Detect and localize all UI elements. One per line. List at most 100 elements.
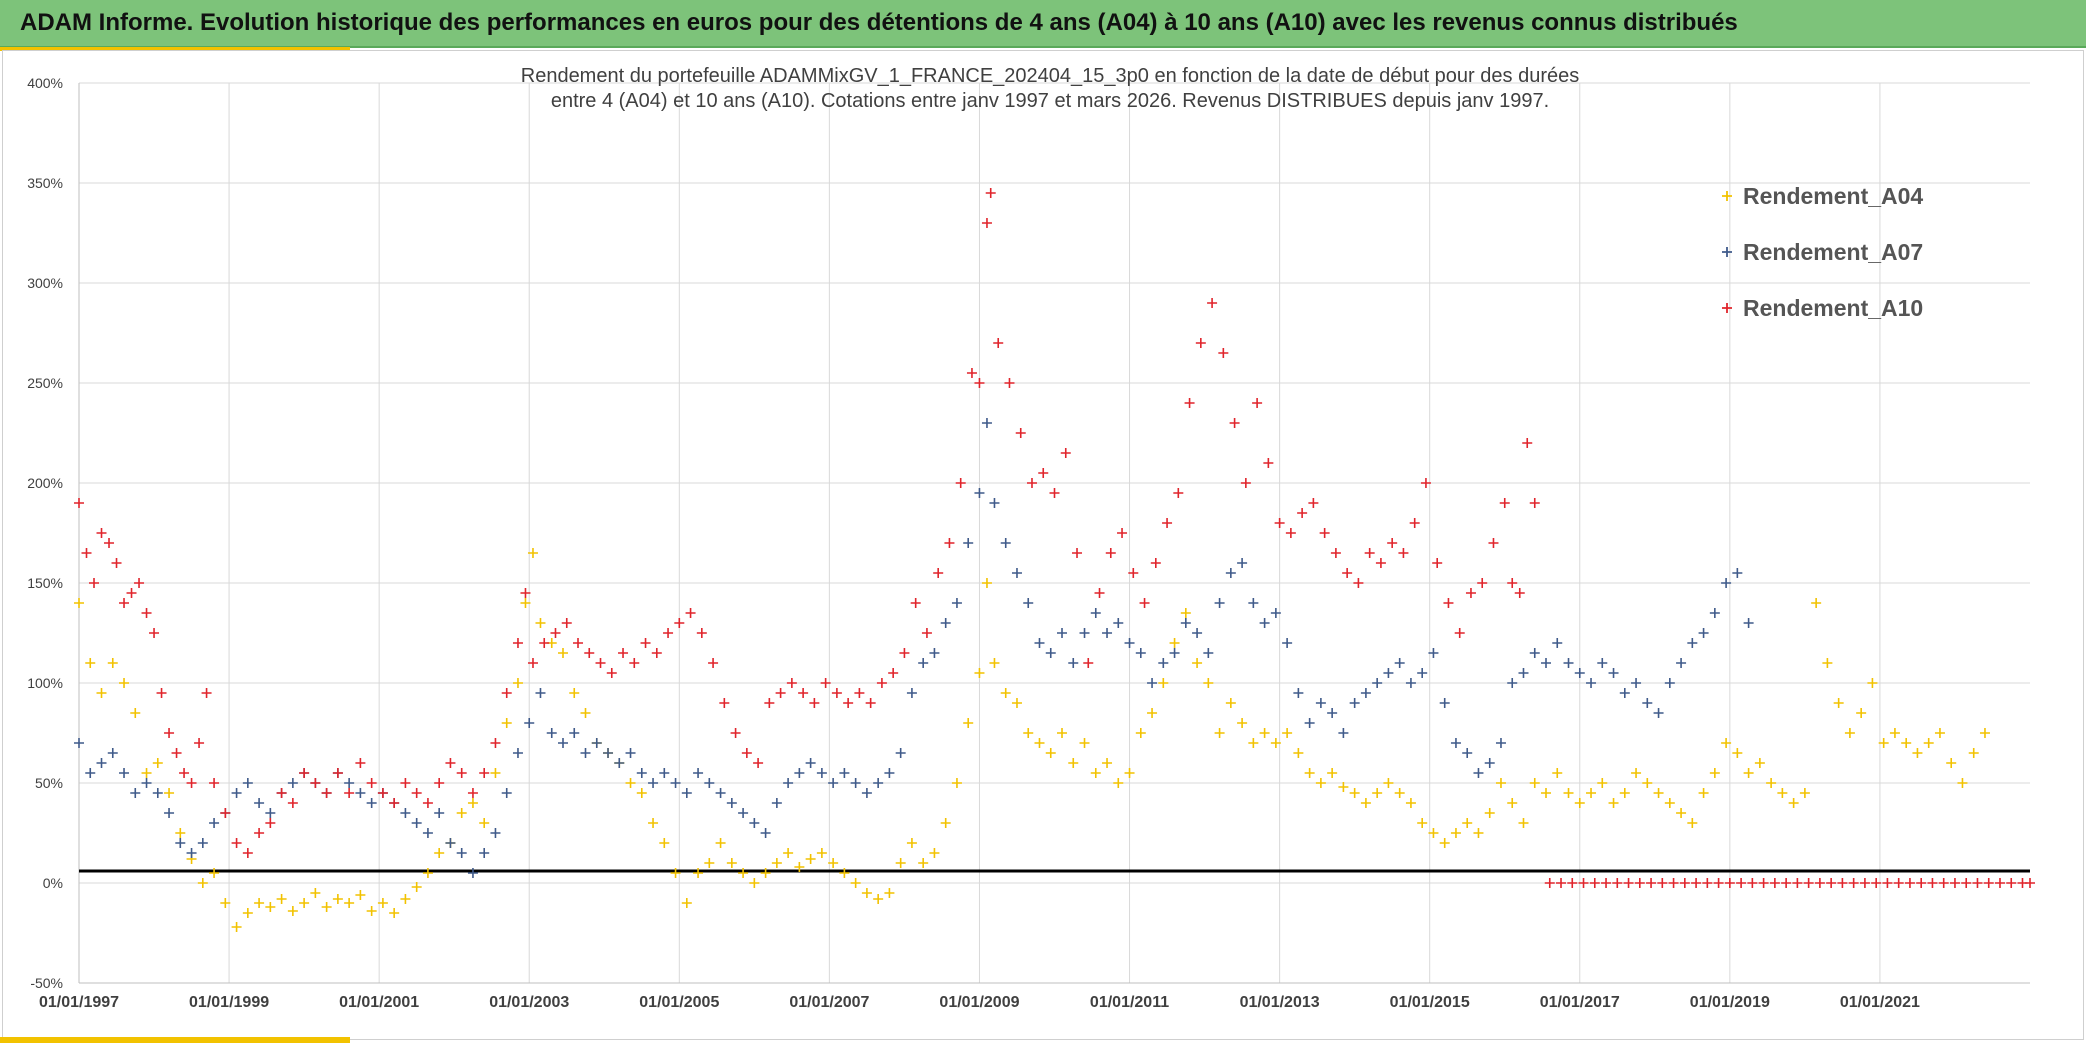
data-point xyxy=(557,648,568,658)
data-point xyxy=(1102,628,1113,638)
data-point xyxy=(1927,878,1938,888)
data-point xyxy=(520,588,531,598)
data-point xyxy=(1203,648,1214,658)
data-point xyxy=(1282,728,1293,738)
data-point xyxy=(783,848,794,858)
data-point xyxy=(377,788,388,798)
data-point xyxy=(1522,438,1533,448)
data-point xyxy=(764,698,775,708)
data-point xyxy=(850,878,861,888)
data-point xyxy=(839,868,850,878)
data-point xyxy=(1229,418,1240,428)
data-point xyxy=(74,498,84,508)
data-point xyxy=(1687,818,1698,828)
data-point xyxy=(1432,558,1443,568)
data-point xyxy=(74,738,84,748)
data-point xyxy=(1450,738,1461,748)
data-point xyxy=(1743,768,1754,778)
accent-stripe-bottom xyxy=(0,1037,350,1043)
data-point xyxy=(906,838,917,848)
data-point xyxy=(805,758,816,768)
data-point xyxy=(156,688,167,698)
data-point xyxy=(1676,658,1687,668)
data-point xyxy=(1946,758,1957,768)
data-point xyxy=(1586,788,1597,798)
data-point xyxy=(550,628,561,638)
data-point xyxy=(501,688,512,698)
data-point xyxy=(1405,798,1416,808)
data-point xyxy=(254,828,265,838)
data-point xyxy=(400,808,411,818)
data-point xyxy=(873,778,884,788)
data-point xyxy=(389,798,400,808)
data-point xyxy=(355,890,366,900)
data-point xyxy=(1207,298,1218,308)
data-point xyxy=(201,688,212,698)
data-point xyxy=(648,818,659,828)
data-point xyxy=(1811,598,1822,608)
data-point xyxy=(899,648,910,658)
data-point xyxy=(1158,658,1169,668)
data-point xyxy=(527,548,538,558)
data-point xyxy=(760,868,771,878)
data-point xyxy=(1529,648,1540,658)
data-point xyxy=(625,778,636,788)
data-point xyxy=(1507,798,1518,808)
data-point xyxy=(1495,738,1506,748)
data-point xyxy=(1949,878,1960,888)
data-point xyxy=(989,498,1000,508)
data-point xyxy=(798,688,809,698)
y-tick-label: 200% xyxy=(27,475,63,491)
data-point xyxy=(1372,788,1383,798)
data-point xyxy=(1462,818,1473,828)
data-point xyxy=(1631,768,1642,778)
data-point xyxy=(636,788,647,798)
data-point xyxy=(873,894,884,904)
data-point xyxy=(1375,558,1386,568)
data-point xyxy=(715,788,726,798)
data-point xyxy=(749,878,760,888)
data-point xyxy=(614,758,625,768)
data-point xyxy=(209,868,220,878)
data-point xyxy=(85,658,96,668)
data-point xyxy=(861,788,872,798)
data-point xyxy=(1443,598,1454,608)
data-point xyxy=(1871,878,1882,888)
data-point xyxy=(573,638,584,648)
data-point xyxy=(1484,758,1495,768)
x-tick-label: 01/01/2017 xyxy=(1540,994,1620,1011)
data-point xyxy=(175,838,186,848)
data-point xyxy=(895,748,906,758)
data-point xyxy=(456,808,467,818)
data-point xyxy=(1270,608,1281,618)
data-point xyxy=(884,768,895,778)
data-point xyxy=(963,718,974,728)
data-point xyxy=(704,778,715,788)
data-point xyxy=(1026,478,1037,488)
data-point xyxy=(1083,658,1094,668)
data-point xyxy=(1567,878,1578,888)
data-point xyxy=(321,902,332,912)
data-point xyxy=(1698,628,1709,638)
data-point xyxy=(164,808,175,818)
y-tick-label: -50% xyxy=(30,975,63,991)
data-point xyxy=(820,678,831,688)
data-point xyxy=(1586,678,1597,688)
data-point xyxy=(1608,668,1619,678)
data-point xyxy=(1912,748,1923,758)
data-point xyxy=(1113,778,1124,788)
data-point xyxy=(1285,528,1296,538)
data-point xyxy=(1623,878,1634,888)
data-point xyxy=(1495,778,1506,788)
series-Rendement_A07 xyxy=(74,418,1754,878)
data-point xyxy=(1514,588,1525,598)
data-point xyxy=(149,628,160,638)
data-point xyxy=(1360,798,1371,808)
data-point xyxy=(434,778,445,788)
data-point xyxy=(659,838,670,848)
data-point xyxy=(1304,718,1315,728)
data-point xyxy=(1473,828,1484,838)
data-point xyxy=(989,658,1000,668)
data-point xyxy=(1263,458,1274,468)
header-title: ADAM Informe. Evolution historique des p… xyxy=(20,9,1738,36)
